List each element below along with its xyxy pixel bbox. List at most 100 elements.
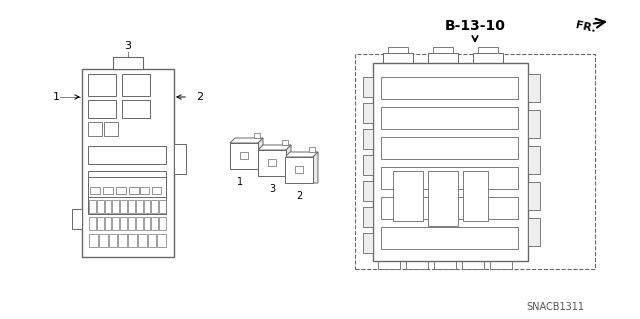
Bar [528, 218, 540, 246]
Bar [99, 234, 108, 247]
Bar [88, 177, 166, 197]
Bar [363, 103, 373, 123]
Bar [373, 63, 528, 261]
Bar [363, 155, 373, 175]
Bar [528, 146, 540, 174]
Bar [103, 187, 113, 194]
Bar [433, 47, 453, 53]
Bar [478, 47, 498, 53]
Bar [147, 234, 156, 247]
Polygon shape [313, 152, 318, 183]
Bar [120, 200, 127, 213]
Bar [116, 187, 126, 194]
Bar [378, 261, 400, 269]
Bar [381, 167, 518, 189]
Polygon shape [258, 145, 291, 150]
Polygon shape [286, 145, 291, 176]
Bar [381, 107, 518, 129]
Bar [285, 157, 313, 183]
Bar [89, 217, 96, 230]
Bar [295, 166, 303, 173]
Bar [88, 100, 116, 118]
Bar [129, 187, 139, 194]
Bar [122, 74, 150, 96]
Bar [138, 234, 147, 247]
Bar [118, 234, 127, 247]
Bar [473, 53, 503, 63]
Bar [381, 227, 518, 249]
Polygon shape [258, 138, 263, 169]
Bar [113, 57, 143, 69]
Bar [88, 74, 116, 96]
Polygon shape [285, 152, 318, 157]
Bar [363, 207, 373, 227]
Bar [254, 133, 260, 138]
Bar [174, 144, 186, 174]
Text: 2: 2 [196, 92, 203, 102]
Text: FR.: FR. [575, 20, 597, 34]
Bar [136, 200, 143, 213]
Bar [393, 171, 423, 221]
Bar [428, 53, 458, 63]
Bar [462, 261, 484, 269]
Bar [381, 137, 518, 159]
Bar [363, 129, 373, 149]
Bar [140, 187, 149, 194]
Bar [113, 217, 119, 230]
Bar [406, 261, 428, 269]
Bar [143, 217, 150, 230]
Bar [109, 234, 117, 247]
Bar [88, 146, 166, 164]
Bar [528, 110, 540, 138]
Bar [90, 187, 100, 194]
Bar [268, 159, 276, 166]
Text: 1: 1 [53, 92, 60, 102]
Bar [434, 261, 456, 269]
Bar [490, 261, 512, 269]
Bar [159, 217, 166, 230]
Bar [104, 122, 118, 136]
Bar [89, 200, 96, 213]
Bar [88, 196, 166, 214]
Text: 2: 2 [296, 191, 302, 201]
Bar [104, 217, 111, 230]
Bar [381, 77, 518, 99]
Bar [88, 122, 102, 136]
Text: 1: 1 [237, 177, 243, 187]
Bar [528, 74, 540, 102]
Bar [363, 77, 373, 97]
Bar [240, 152, 248, 159]
Bar [72, 209, 82, 229]
Bar [128, 200, 135, 213]
Bar [128, 217, 135, 230]
Bar [355, 54, 595, 269]
Bar [136, 217, 143, 230]
Bar [122, 100, 150, 118]
Bar [97, 200, 104, 213]
Bar [143, 200, 150, 213]
Bar [363, 181, 373, 201]
Text: 3: 3 [125, 41, 131, 51]
Bar [388, 47, 408, 53]
Bar [152, 217, 158, 230]
Bar [82, 69, 174, 257]
Bar [159, 200, 166, 213]
Bar [528, 182, 540, 210]
Bar [258, 150, 286, 176]
Bar [381, 197, 518, 219]
Bar [152, 200, 158, 213]
Bar [463, 171, 488, 221]
Bar [89, 234, 98, 247]
Bar [104, 200, 111, 213]
Text: 3: 3 [269, 184, 275, 194]
Polygon shape [230, 138, 263, 143]
Bar [157, 234, 166, 247]
Bar [230, 143, 258, 169]
Bar [428, 171, 458, 226]
Bar [309, 147, 315, 152]
Text: B-13-10: B-13-10 [445, 19, 506, 33]
Bar [282, 140, 288, 145]
Bar [383, 53, 413, 63]
Bar [113, 200, 119, 213]
Bar [363, 233, 373, 253]
